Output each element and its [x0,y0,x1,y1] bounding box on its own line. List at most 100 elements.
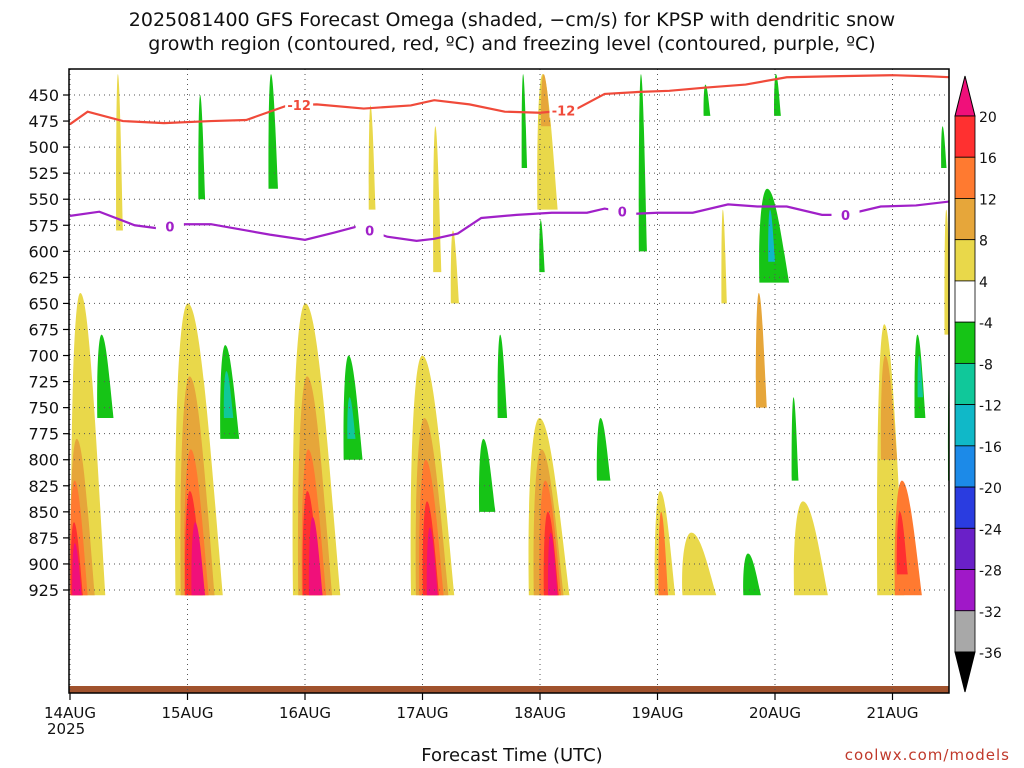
contour-label-1-0: 0 [165,220,174,235]
colorbar-bin-0 [954,115,976,158]
omega-region-39 [768,209,775,262]
omega-region-41 [743,553,761,596]
omega-region-43 [791,397,799,481]
colorbar-bin-6 [954,362,976,406]
colorbar-bin-3 [954,239,976,282]
x-tick-label-2: 16AUG [279,704,331,722]
temperature-contours [69,74,949,243]
contour-label-0-0: -12 [287,99,311,114]
omega-region-33 [596,418,611,481]
contour-label-bg-0-1 [549,102,578,118]
x-tick-label-7: 21AUG [867,704,919,722]
y-tick-label-7: 625 [28,268,59,287]
omega-shading [69,74,949,596]
x-tick-label-3: 17AUG [397,704,449,722]
terrain-band [69,686,949,693]
omega-region-61 [539,220,545,273]
y-tick-label-15: 825 [28,477,59,496]
contour-label-1-1: 0 [365,224,374,239]
omega-region-42 [793,501,828,596]
chart-title-line2: growth region (contoured, red, ºC) and f… [148,33,876,55]
contour-label-1-3: 0 [841,209,850,224]
x-tick-label-4: 18AUG [514,704,566,722]
y-tick-label-18: 900 [28,555,59,574]
y-tick-label-0: 450 [28,86,59,105]
y-tick-label-3: 525 [28,164,59,183]
colorbar-bin-4 [954,280,976,323]
contour-label-bg-1-3 [831,206,860,222]
colorbar-bin-11 [954,569,976,612]
contour-label-bg-1-0 [155,218,184,234]
omega-region-30 [548,532,558,596]
omega-region-47 [896,511,908,575]
colorbar-label-10: -24 [979,522,1002,538]
omega-region-59 [638,74,647,252]
y-tick-label-10: 700 [28,347,59,366]
colorbar-label-2: 12 [979,192,997,208]
x-tick-label-5: 19AUG [632,704,684,722]
terrain-band-fill [69,686,949,693]
y-tick-label-14: 800 [28,451,59,470]
colorbar: 20 16 12 8 4 -4 -8 -12 -16 -20 -24 -28 -32 -36 [954,75,1002,693]
omega-region-58 [450,230,459,304]
contour-label-bg-0-0 [285,97,314,113]
omega-region-57 [433,126,442,273]
omega-region-62 [721,209,727,304]
colorbar-bin-2 [954,198,976,241]
omega-region-4 [72,543,82,596]
y-tick-labels: 450 475 500 525 550 575 600 625 650 675 700 725 750 7… [28,86,69,600]
credit-label: coolwx.com/models [844,746,1010,764]
colorbar-bin-12 [954,610,976,653]
contour-label-0-1: -12 [552,105,576,120]
contour-label-1-2: 0 [618,206,627,221]
omega-region-54 [268,74,278,189]
y-tick-label-4: 550 [28,190,59,209]
omega-region-40 [755,293,767,408]
colorbar-label-6: -8 [979,357,993,373]
y-tick-label-9: 675 [28,320,59,339]
y-tick-label-6: 600 [28,242,59,261]
y-tick-label-5: 575 [28,216,59,235]
y-tick-label-17: 875 [28,529,59,548]
colorbar-label-11: -28 [979,564,1002,580]
y-tick-label-13: 775 [28,425,59,444]
omega-region-5 [97,334,114,419]
x-tick-labels: 14AUG 15AUG 16AUG 17AUG 18AUG 19AUG 20AUG 21AUG [44,693,918,722]
grid-lines [69,69,949,693]
x-axis-label: Forecast Time (UTC) [421,745,603,766]
omega-region-53 [116,74,123,231]
colorbar-label-1: 16 [979,151,997,167]
x-tick-label-0: 14AUG [44,704,96,722]
colorbar-label-9: -20 [979,481,1002,497]
omega-region-10 [191,522,206,596]
colorbar-bin-10 [954,527,976,570]
chart-title-line1: 2025081400 GFS Forecast Omega (shaded, −… [128,9,896,31]
omega-region-17 [308,517,323,596]
y-tick-label-19: 925 [28,581,59,600]
omega-region-52 [941,126,947,168]
contour-line-0 [69,74,949,126]
omega-region-49 [917,355,924,398]
omega-region-51 [944,209,949,335]
y-tick-label-12: 750 [28,399,59,418]
omega-region-25 [478,438,496,512]
colorbar-top-arrow [954,75,976,117]
contour-line-1 [69,200,949,243]
y-tick-label-1: 475 [28,112,59,131]
colorbar-bin-1 [954,156,976,199]
chart-title: 2025081400 GFS Forecast Omega (shaded, −… [0,8,1024,56]
colorbar-label-12: -32 [979,605,1002,621]
contour-label-bg-1-1 [355,222,384,238]
y-tick-label-11: 725 [28,373,59,392]
colorbar-label-0: 20 [979,110,997,126]
colorbar-bin-5 [954,321,976,364]
y-tick-label-2: 500 [28,138,59,157]
omega-region-37 [703,84,711,116]
omega-region-35 [658,511,669,596]
colorbar-label-4: 4 [979,275,988,291]
y-tick-label-8: 650 [28,294,59,313]
colorbar-bin-7 [954,404,976,447]
omega-region-56 [368,105,376,210]
colorbar-bin-8 [954,445,976,488]
